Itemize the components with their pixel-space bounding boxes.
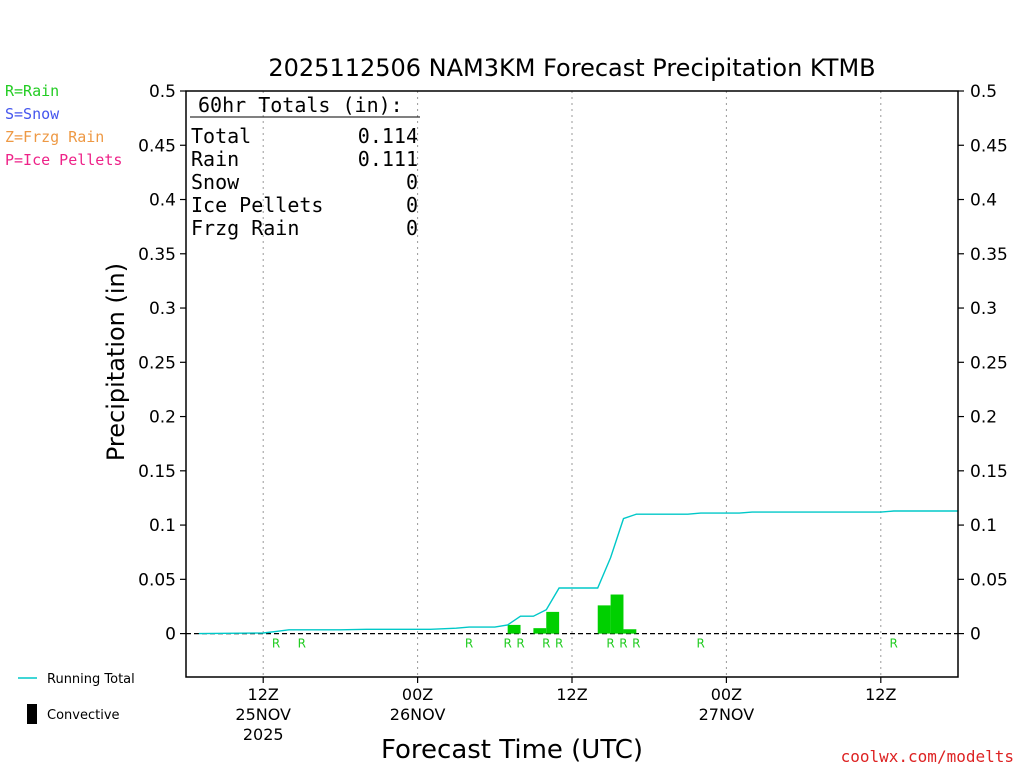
ptype-marker: R: [272, 637, 280, 651]
precip-bars: [507, 594, 637, 634]
y-tick-label-right: 0.45: [970, 136, 1008, 156]
totals-box: 60hr Totals (in): Total 0.114 Rain 0.111 Snow…: [190, 93, 420, 240]
ptype-marker: R: [298, 637, 306, 651]
y-tick-label-right: 0.25: [970, 353, 1008, 373]
ptype-marker: R: [503, 637, 511, 651]
x-tick-label: 00Z: [402, 685, 433, 704]
precip-bar: [610, 594, 624, 634]
grid-lines: [262, 91, 882, 677]
y-tick-label-right: 0.35: [970, 245, 1008, 265]
y-tick-label: 0.45: [138, 136, 176, 156]
x-tick-label: 12Z: [248, 685, 279, 704]
ptype-marker: R: [632, 637, 640, 651]
legend-bar-swatch: [27, 704, 37, 724]
y-tick-label: 0.4: [149, 191, 176, 211]
totals-row-label: Total: [191, 124, 251, 148]
ptype-legend-item: R=Rain: [5, 82, 59, 100]
ptype-marker: R: [619, 637, 627, 651]
totals-row-value: 0.111: [358, 147, 418, 171]
y-axis-label: Precipitation (in): [102, 263, 130, 461]
y-tick-label-right: 0: [970, 625, 981, 645]
ptype-legend-item: S=Snow: [5, 105, 60, 123]
totals-row-value: 0: [406, 216, 418, 240]
totals-row-label: Ice Pellets: [191, 193, 323, 217]
ptype-marker: R: [555, 637, 563, 651]
x-tick-date: 27NOV: [699, 705, 755, 724]
ptype-marker: R: [606, 637, 614, 651]
y-tick-label: 0: [165, 625, 176, 645]
totals-row-value: 0.114: [358, 124, 418, 148]
precip-bar: [623, 629, 637, 634]
legend-item-label: Running Total: [47, 672, 135, 687]
y-tick-label: 0.5: [149, 82, 176, 102]
y-tick-label: 0.1: [149, 516, 176, 536]
y-tick-label: 0.05: [138, 570, 176, 590]
x-tick-label: 12Z: [865, 685, 896, 704]
y-tick-label: 0.15: [138, 462, 176, 482]
y-axis-left: 0 0.05 0.1 0.15 0.2 0.25 0.3 0.35 0.4 0.45 0.5: [138, 82, 186, 645]
precip-bar: [597, 605, 611, 634]
y-tick-label-right: 0.5: [970, 82, 997, 102]
ptype-legend: R=Rain S=Snow Z=Frzg Rain P=Ice Pellets: [5, 82, 122, 169]
y-tick-label: 0.3: [149, 299, 176, 319]
ptype-marker: R: [542, 637, 550, 651]
y-tick-label: 0.25: [138, 353, 176, 373]
running-total-line: [198, 510, 958, 635]
legend-item-label: Convective: [47, 708, 120, 723]
y-axis-right: 0 0.05 0.1 0.15 0.2 0.25 0.3 0.35 0.4 0.45 0.5: [958, 82, 1008, 645]
y-tick-label-right: 0.1: [970, 516, 997, 536]
y-tick-label-right: 0.05: [970, 570, 1008, 590]
y-tick-label: 0.35: [138, 245, 176, 265]
line-legend: Running Total Convective: [18, 672, 135, 724]
y-tick-label-right: 0.4: [970, 191, 997, 211]
x-tick-label: 12Z: [556, 685, 587, 704]
totals-row-value: 0: [406, 193, 418, 217]
x-tick-label: 00Z: [711, 685, 742, 704]
x-axis-label: Forecast Time (UTC): [381, 735, 643, 765]
ptype-marker: R: [516, 637, 524, 651]
x-tick-date: 25NOV: [235, 705, 291, 724]
ptype-legend-item: P=Ice Pellets: [5, 151, 122, 169]
x-tick-date: 26NOV: [390, 705, 446, 724]
ptype-legend-item: Z=Frzg Rain: [5, 128, 104, 146]
y-tick-label: 0.2: [149, 408, 176, 428]
ptype-marker: R: [696, 637, 704, 651]
y-tick-label-right: 0.15: [970, 462, 1008, 482]
x-tick-year: 2025: [243, 725, 284, 744]
chart-title: 2025112506 NAM3KM Forecast Precipitation…: [268, 54, 875, 82]
ptype-marker: R: [889, 637, 897, 651]
totals-row-value: 0: [406, 170, 418, 194]
y-tick-label-right: 0.3: [970, 299, 997, 319]
totals-row-label: Rain: [191, 147, 239, 171]
totals-heading: 60hr Totals (in):: [198, 93, 403, 117]
precip-bar: [533, 628, 547, 634]
y-tick-label-right: 0.2: [970, 408, 997, 428]
ptype-marker: R: [465, 637, 473, 651]
precip-bar: [546, 611, 560, 634]
totals-row-label: Frzg Rain: [191, 216, 299, 240]
precip-bar: [507, 624, 521, 634]
credit-text: coolwx.com/modelts: [841, 747, 1014, 766]
totals-row-label: Snow: [191, 170, 240, 194]
